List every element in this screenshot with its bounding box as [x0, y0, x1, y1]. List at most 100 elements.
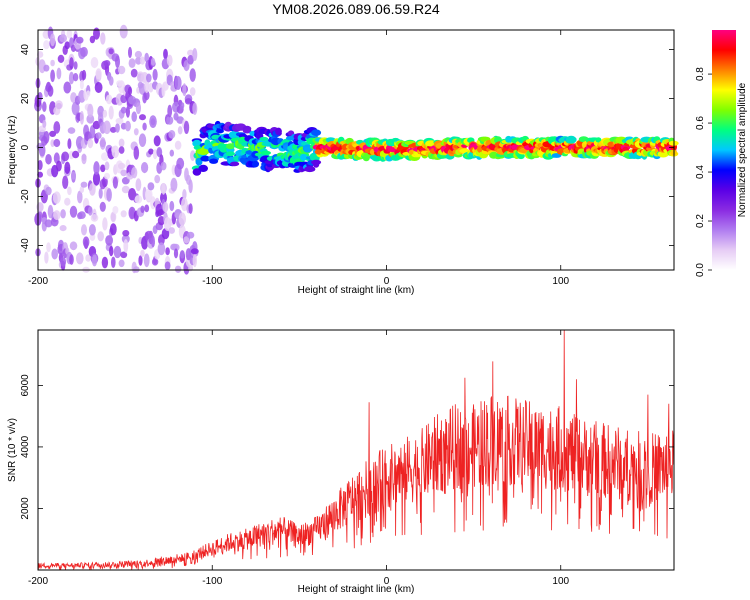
spectrogram-cell	[90, 57, 99, 69]
spectrogram-cell	[200, 155, 211, 162]
spectrogram-cell	[128, 58, 136, 68]
spectrogram-cell	[157, 242, 166, 256]
colorbar-gradient	[712, 30, 736, 270]
spectrogram-cell	[64, 197, 71, 206]
spectrogram-cell	[181, 197, 188, 212]
spectrogram-cell	[89, 125, 96, 139]
spectrogram-cell	[118, 259, 125, 268]
spectrogram-cell	[138, 133, 147, 147]
spectrogram-cell	[144, 79, 150, 93]
spectrogram-cell	[174, 76, 182, 90]
snr-y-ticks: 2000 4000 6000	[20, 374, 674, 520]
spectrogram-cell	[163, 48, 168, 60]
spectrogram-cell	[143, 253, 150, 268]
spectrogram-cell	[142, 122, 147, 131]
colorbar-tick-label: 0.6	[695, 116, 706, 130]
spectrogram-cell	[69, 205, 78, 218]
colorbar-label: Normalized spectral amplitude	[737, 82, 748, 217]
spectrogram-cell	[61, 151, 70, 162]
spectrogram-cell	[104, 172, 110, 180]
spectrogram-cell	[91, 254, 98, 267]
spectrogram-cell	[133, 128, 139, 136]
spectrogram-cell	[79, 79, 84, 90]
spectrogram-cell	[68, 71, 75, 85]
spectrogram-cell	[80, 46, 88, 58]
x-tick-label: 0	[384, 576, 390, 587]
spectrogram-cell	[121, 234, 130, 244]
spectrogram-cell	[115, 117, 124, 125]
spectrogram-cell	[111, 145, 120, 158]
spectrogram-cell	[139, 56, 146, 65]
x-tick-label: -100	[202, 276, 222, 287]
x-tick-label: 100	[552, 576, 569, 587]
spectrogram-cell	[102, 217, 108, 231]
spectrogram-cell	[92, 171, 101, 186]
spectrogram-cell	[182, 189, 187, 200]
spectrogram-cell	[99, 201, 106, 212]
spectrogram-cell	[176, 116, 185, 124]
spectrogram-cell	[192, 48, 198, 61]
spectrogram-cell	[120, 106, 127, 114]
snr-panel: -200 -100 0 100 2000 4000 6000 Height of stra…	[7, 329, 675, 595]
spectrogram-cell	[189, 68, 196, 82]
spectrogram-cell	[108, 48, 114, 55]
spectrogram-cell	[66, 29, 73, 39]
spectrogram-cell	[94, 82, 103, 93]
spectrogram-cell	[144, 204, 150, 213]
spectrogram-cell	[113, 245, 122, 259]
spectrogram-cell	[197, 149, 210, 155]
spectrogram-cell	[67, 186, 72, 196]
spectrogram-cell	[104, 161, 110, 171]
snr-x-label: Height of straight line (km)	[298, 584, 415, 595]
spectrogram-cell	[144, 52, 149, 63]
spectrogram-cell	[37, 160, 43, 171]
spectrogram-cell	[106, 188, 112, 202]
spectrogram-cell	[275, 127, 282, 136]
spectrogram-cell	[161, 182, 166, 195]
spectrogram-cell	[79, 186, 85, 193]
spectrogram-cell	[103, 60, 111, 67]
spectrogram-cell	[95, 68, 102, 80]
spectrogram-cell	[110, 212, 116, 222]
spectrogram-cell	[131, 111, 137, 122]
spectrogram-cell	[86, 114, 95, 124]
spectrogram-cell	[174, 140, 182, 150]
spectrogram-cell	[190, 248, 199, 255]
spectrogram-cell	[565, 135, 577, 144]
spectrogram-cell	[37, 171, 43, 178]
snr-y-label: SNR (10 * v/v)	[7, 418, 18, 482]
colorbar-tick-label: 0.0	[695, 263, 706, 277]
snr-series-line	[37, 329, 675, 571]
spectrogram-cell	[103, 120, 111, 135]
spectrogram-cell	[160, 161, 167, 171]
spectrogram-cell	[120, 210, 127, 218]
y-tick-label: 4000	[20, 435, 31, 458]
spectrogram-cell	[145, 188, 153, 202]
spectrogram-cell	[100, 32, 106, 45]
spectrogram-cell	[151, 258, 159, 266]
colorbar-tick-label: 0.4	[695, 165, 706, 179]
spectrogram-cell	[134, 195, 143, 204]
spectrogram-cell	[95, 132, 102, 140]
spectrogram-cell	[80, 181, 88, 188]
snr-x-ticks: -200 -100 0 100	[28, 330, 570, 587]
spectrogram-cell	[162, 201, 169, 213]
spectrogram-cell	[118, 146, 125, 154]
spectrogram-cell	[304, 146, 312, 153]
y-tick-label: 6000	[20, 374, 31, 397]
colorbar-tick-label: 0.8	[695, 67, 706, 81]
spectrogram-cell	[226, 143, 235, 150]
spectrogram-cell	[225, 151, 235, 157]
spectrogram-cell	[47, 85, 54, 97]
spectrogram-cell	[102, 109, 108, 118]
spectrogram-cell	[97, 231, 104, 242]
spectrogram-cell	[93, 161, 100, 175]
spectrogram-cell	[45, 154, 52, 165]
spectrogram-cell	[92, 120, 101, 130]
spectrogram-cell	[99, 137, 106, 150]
spectrogram-cell	[170, 177, 178, 192]
spectrogram-cell	[43, 131, 50, 144]
spectrogram-cell	[300, 153, 308, 161]
spectrogram-cell	[311, 159, 322, 165]
